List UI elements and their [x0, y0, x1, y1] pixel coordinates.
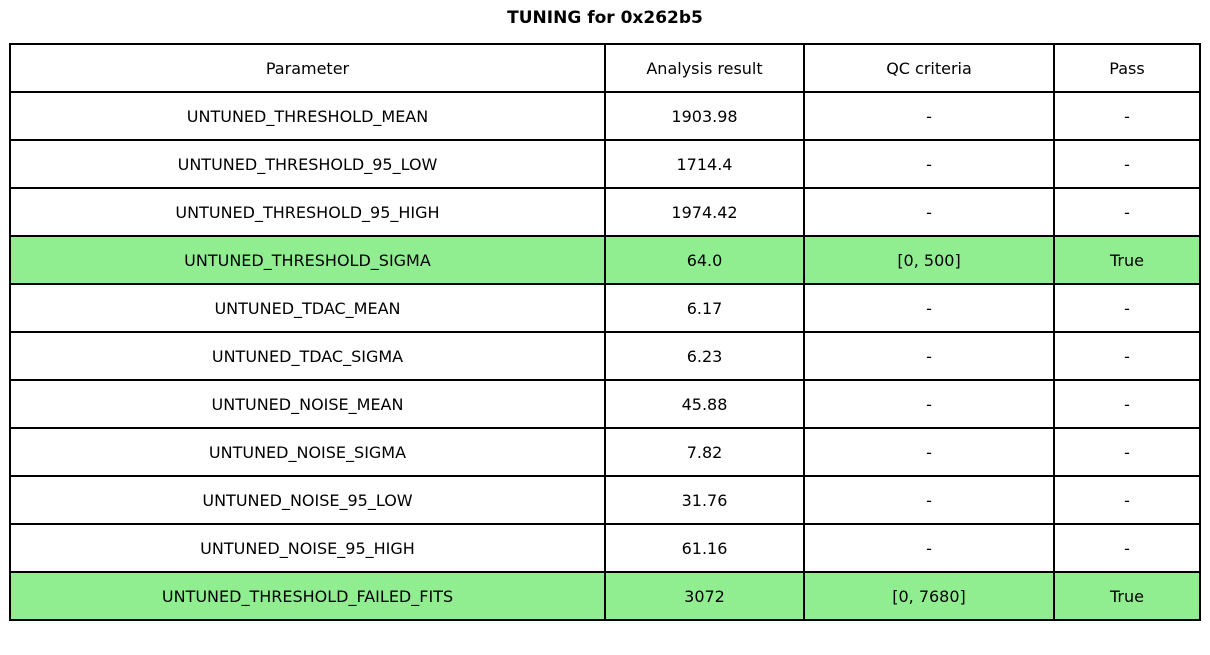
qc-cell: [0, 500]	[803, 235, 1055, 285]
qc-cell: -	[803, 283, 1055, 333]
result-cell: 7.82	[604, 427, 805, 477]
parameter-cell: UNTUNED_THRESHOLD_MEAN	[9, 91, 606, 141]
parameter-cell: UNTUNED_THRESHOLD_95_LOW	[9, 139, 606, 189]
table-row: UNTUNED_THRESHOLD_MEAN 1903.98 - -	[9, 91, 1201, 141]
pass-cell: True	[1053, 235, 1201, 285]
table-row: UNTUNED_THRESHOLD_95_LOW 1714.4 - -	[9, 139, 1201, 189]
pass-cell: -	[1053, 91, 1201, 141]
result-cell: 1714.4	[604, 139, 805, 189]
table-row: UNTUNED_NOISE_95_LOW 31.76 - -	[9, 475, 1201, 525]
result-cell: 1903.98	[604, 91, 805, 141]
qc-cell: [0, 7680]	[803, 571, 1055, 621]
parameter-cell: UNTUNED_TDAC_MEAN	[9, 283, 606, 333]
pass-cell: -	[1053, 379, 1201, 429]
page-title: TUNING for 0x262b5	[507, 8, 703, 28]
result-cell: 64.0	[604, 235, 805, 285]
parameter-cell: UNTUNED_THRESHOLD_SIGMA	[9, 235, 606, 285]
qc-cell: -	[803, 139, 1055, 189]
parameter-cell: UNTUNED_NOISE_MEAN	[9, 379, 606, 429]
qc-cell: -	[803, 187, 1055, 237]
parameter-cell: UNTUNED_TDAC_SIGMA	[9, 331, 606, 381]
result-cell: 3072	[604, 571, 805, 621]
qc-cell: -	[803, 91, 1055, 141]
table-header-row: Parameter Analysis result QC criteria Pa…	[9, 43, 1201, 93]
column-header-qc-criteria: QC criteria	[803, 43, 1055, 93]
table-row: UNTUNED_NOISE_MEAN 45.88 - -	[9, 379, 1201, 429]
qc-cell: -	[803, 523, 1055, 573]
qc-cell: -	[803, 331, 1055, 381]
pass-cell: -	[1053, 283, 1201, 333]
pass-cell: -	[1053, 427, 1201, 477]
pass-cell: -	[1053, 139, 1201, 189]
parameter-cell: UNTUNED_THRESHOLD_FAILED_FITS	[9, 571, 606, 621]
column-header-analysis-result: Analysis result	[604, 43, 805, 93]
parameter-cell: UNTUNED_NOISE_SIGMA	[9, 427, 606, 477]
result-cell: 6.23	[604, 331, 805, 381]
parameter-cell: UNTUNED_NOISE_95_HIGH	[9, 523, 606, 573]
qc-cell: -	[803, 427, 1055, 477]
qc-cell: -	[803, 475, 1055, 525]
parameter-cell: UNTUNED_NOISE_95_LOW	[9, 475, 606, 525]
column-header-parameter: Parameter	[9, 43, 606, 93]
pass-cell: True	[1053, 571, 1201, 621]
result-cell: 31.76	[604, 475, 805, 525]
table-row: UNTUNED_TDAC_MEAN 6.17 - -	[9, 283, 1201, 333]
table-row: UNTUNED_NOISE_95_HIGH 61.16 - -	[9, 523, 1201, 573]
qc-table: Parameter Analysis result QC criteria Pa…	[9, 43, 1201, 621]
table-row: UNTUNED_NOISE_SIGMA 7.82 - -	[9, 427, 1201, 477]
parameter-cell: UNTUNED_THRESHOLD_95_HIGH	[9, 187, 606, 237]
table-row: UNTUNED_THRESHOLD_SIGMA 64.0 [0, 500] Tr…	[9, 235, 1201, 285]
result-cell: 45.88	[604, 379, 805, 429]
qc-cell: -	[803, 379, 1055, 429]
column-header-pass: Pass	[1053, 43, 1201, 93]
table-row: UNTUNED_THRESHOLD_FAILED_FITS 3072 [0, 7…	[9, 571, 1201, 621]
result-cell: 6.17	[604, 283, 805, 333]
result-cell: 61.16	[604, 523, 805, 573]
result-cell: 1974.42	[604, 187, 805, 237]
table-row: UNTUNED_TDAC_SIGMA 6.23 - -	[9, 331, 1201, 381]
pass-cell: -	[1053, 475, 1201, 525]
pass-cell: -	[1053, 331, 1201, 381]
table-row: UNTUNED_THRESHOLD_95_HIGH 1974.42 - -	[9, 187, 1201, 237]
pass-cell: -	[1053, 523, 1201, 573]
pass-cell: -	[1053, 187, 1201, 237]
